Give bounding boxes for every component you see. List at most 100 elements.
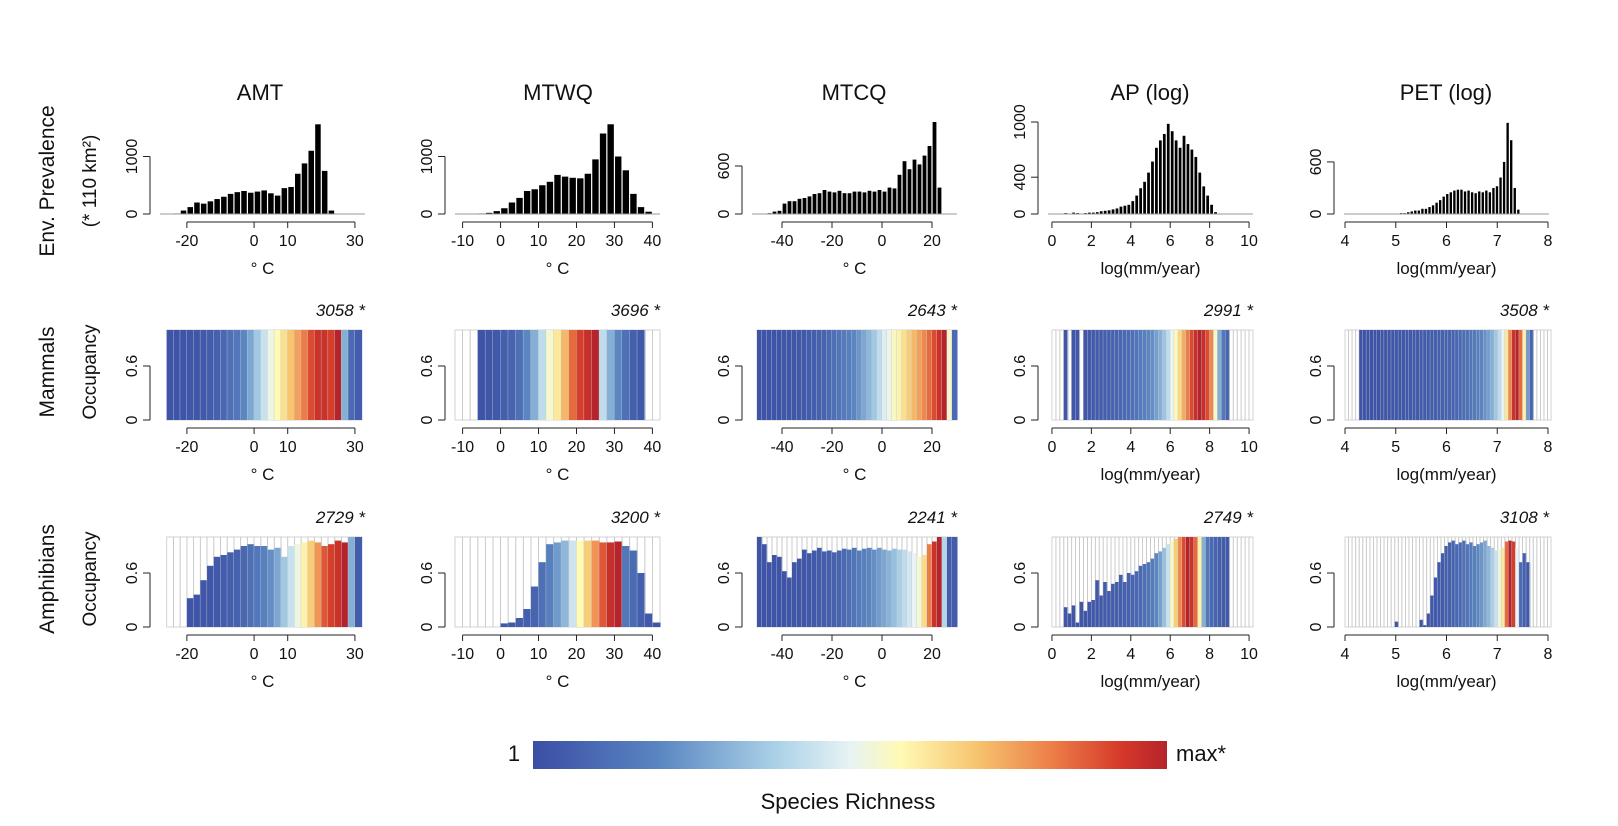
bin-outline: [1059, 329, 1065, 421]
histogram-bar: [927, 146, 932, 214]
occupancy-bar: [1158, 551, 1163, 627]
occupancy-bar: [1376, 330, 1382, 420]
occupancy-bar: [1071, 330, 1077, 420]
x-tick-label: 30: [346, 439, 364, 456]
occupancy-bar: [1162, 330, 1167, 420]
occupancy-bar: [882, 330, 888, 420]
y-tick-label: 0.6: [124, 355, 141, 377]
occupancy-bar: [927, 544, 933, 627]
occupancy-bar: [1359, 330, 1364, 420]
occupancy-bar: [1150, 330, 1155, 420]
bin-outline: [179, 536, 188, 628]
occupancy-bar: [802, 549, 808, 627]
occupancy-bar: [1079, 601, 1084, 627]
row-label-prevalence: Env. Prevalence: [36, 105, 59, 256]
occupancy-bar: [1115, 582, 1120, 627]
occupancy-bar: [1174, 538, 1179, 627]
x-axis-label: ° C: [546, 259, 570, 278]
histogram-bar: [1438, 200, 1442, 214]
max-richness-label: 2749 *: [1203, 508, 1255, 527]
x-tick-label: 8: [1544, 646, 1553, 663]
occupancy-bar: [233, 330, 242, 420]
occupancy-bar: [777, 556, 783, 627]
occupancy-bar: [213, 330, 221, 420]
bin-outline: [454, 329, 463, 421]
occupancy-bar: [1497, 549, 1502, 627]
histogram-bar: [1127, 204, 1131, 214]
occupancy-bar: [591, 330, 600, 420]
histogram-bar: [807, 196, 812, 214]
occupancy-bar: [937, 537, 943, 627]
y-tick-label: 1000: [419, 139, 436, 175]
occupancy-bar: [1087, 601, 1092, 627]
occupancy-bar: [1412, 330, 1417, 420]
y-tick-label: 600: [716, 153, 733, 180]
colorbar-title: Species Richness: [761, 789, 936, 814]
occupancy-bar: [500, 623, 509, 627]
histogram-bar: [1115, 208, 1119, 214]
panel-prev-ap: 0 400 1000 0 2 4 6 8 10 log(mm/year): [1012, 104, 1258, 278]
y-tick-label: 0: [419, 622, 436, 631]
occupancy-bar: [200, 330, 208, 420]
occupancy-bar: [1423, 330, 1428, 420]
x-axis-label: ° C: [843, 465, 867, 484]
x-axis-label: ° C: [251, 259, 275, 278]
occupancy-bar: [1162, 547, 1167, 627]
occupancy-bar: [334, 330, 342, 420]
histogram-bar: [932, 122, 937, 214]
panel-mam-pet: 3508 * 0 0.6 4 5 6 7 8 log(mm/year): [1308, 301, 1553, 484]
bin-outline: [1344, 536, 1349, 628]
occupancy-bar: [1209, 537, 1215, 627]
occupancy-bar: [233, 549, 242, 627]
histogram-bar: [842, 193, 847, 214]
x-tick-label: 10: [1240, 233, 1258, 250]
x-tick-label: 6: [1166, 646, 1175, 663]
histogram-bar: [1158, 140, 1162, 214]
occupancy-bar: [862, 330, 868, 420]
y-tick-label: 0.6: [419, 562, 436, 584]
occupancy-bar: [637, 573, 646, 627]
occupancy-bar: [1126, 330, 1132, 420]
occupancy-bar: [1408, 330, 1414, 420]
occupancy-bar: [1519, 562, 1524, 627]
bin-outline: [1351, 536, 1357, 628]
occupancy-bar: [842, 330, 848, 420]
occupancy-bar: [792, 330, 798, 420]
x-tick-label: 0: [878, 646, 887, 663]
occupancy-bar: [1205, 330, 1211, 420]
occupancy-bar: [294, 544, 302, 627]
x-tick-label: 0: [496, 233, 505, 250]
occupancy-bar: [328, 330, 336, 420]
occupancy-bar: [274, 330, 282, 420]
histogram-bar: [1182, 135, 1186, 214]
occupancy-bar: [492, 330, 502, 420]
histogram-bar: [837, 190, 842, 214]
bin-outline: [1232, 329, 1238, 421]
occupancy-bar: [1111, 583, 1116, 627]
occupancy-bar: [173, 330, 181, 420]
occupancy-bar: [629, 330, 638, 420]
x-tick-label: 30: [346, 646, 364, 663]
histogram-bar: [787, 201, 792, 214]
occupancy-bar: [1458, 542, 1463, 627]
panel-amp-ap: 2749 * 0 0.6 0 2 4 6 8 10 log(mm/year): [1012, 508, 1258, 691]
column-title-ap: AP (log): [1110, 80, 1189, 105]
histogram-bar: [1198, 172, 1202, 214]
x-tick-label: 10: [1240, 439, 1258, 456]
x-tick-label: 2: [1087, 233, 1096, 250]
occupancy-bar: [1504, 541, 1509, 627]
occupancy-bar: [1205, 537, 1211, 627]
bin-outline: [1536, 329, 1541, 421]
occupancy-bar: [802, 330, 808, 420]
occupancy-bar: [568, 330, 577, 420]
occupancy-bar: [523, 609, 532, 627]
x-tick-label: 30: [606, 439, 624, 456]
histogram-bar: [1143, 181, 1146, 214]
occupancy-bar: [637, 330, 646, 420]
occupancy-bar: [1213, 537, 1219, 627]
occupancy-bar: [1103, 582, 1108, 627]
bin-outline: [1067, 329, 1073, 421]
occupancy-bar: [837, 550, 843, 627]
histogram-bar: [1091, 212, 1095, 214]
occupancy-bar: [267, 549, 275, 627]
